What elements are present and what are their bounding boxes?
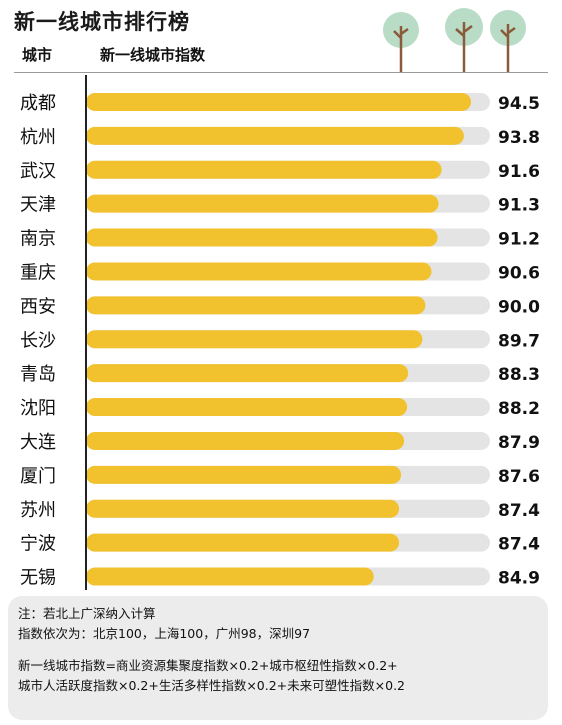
category-label: 成都 [20,93,56,114]
note-line: 注：若北上广深纳入计算 [18,606,156,621]
category-label: 西安 [20,296,56,317]
category-label: 沈阳 [20,398,56,419]
tree-icon [383,12,419,72]
value-label: 84.9 [498,569,540,589]
column-header-index: 新一线城市指数 [100,46,206,64]
page-title: 新一线城市排行榜 [14,10,190,34]
value-label: 87.4 [498,535,540,555]
bar [86,465,402,484]
value-label: 94.5 [498,94,540,114]
value-label: 87.9 [498,433,540,453]
tree-decoration [383,8,526,72]
value-label: 91.2 [498,230,540,250]
category-label: 南京 [20,229,56,250]
value-label: 93.8 [498,128,540,148]
category-label: 杭州 [20,127,56,148]
note-line: 指数依次为：北京100，上海100，广州98，深圳97 [18,626,311,641]
bar [86,262,432,281]
value-label: 90.0 [498,297,540,317]
tree-icon [445,8,483,72]
value-label: 89.7 [498,331,540,351]
formula-line: 城市人活跃度指数×0.2+生活多样性指数×0.2+未来可塑性指数×0.2 [18,678,406,693]
value-label: 88.2 [498,399,540,419]
category-label: 长沙 [20,330,56,351]
tree-icon [490,10,526,72]
category-label: 大连 [20,432,56,453]
bar [86,398,408,417]
bar [86,228,438,247]
value-label: 90.6 [498,263,540,283]
bar [86,126,464,145]
bar-chart: 成都 94.5 杭州 93.8 武汉 91.6 天津 91.3 南京 91.2 重庆 90.6 西安 90… [20,75,540,590]
category-label: 天津 [20,195,56,216]
value-label: 91.6 [498,162,540,182]
bar [86,533,400,552]
category-label: 青岛 [20,364,56,385]
value-label: 88.3 [498,365,540,385]
column-header-city: 城市 [22,46,53,64]
bar [86,364,409,383]
formula-line: 新一线城市指数=商业资源集聚度指数×0.2+城市枢纽性指数×0.2+ [18,658,398,673]
category-label: 重庆 [20,262,56,283]
value-label: 87.4 [498,501,540,521]
category-label: 宁波 [20,534,56,555]
bar [86,194,439,213]
category-label: 无锡 [20,568,56,589]
bar [86,330,423,349]
category-label: 武汉 [20,161,56,182]
bar [86,296,426,315]
notes-box: 注：若北上广深纳入计算 指数依次为：北京100，上海100，广州98，深圳97 … [8,596,548,720]
value-label: 91.3 [498,196,540,216]
header-divider [14,72,548,73]
value-label: 87.6 [498,467,540,487]
bar [86,92,471,111]
category-label: 厦门 [20,466,56,487]
bar [86,160,442,179]
bar [86,499,400,518]
bar [86,431,405,450]
category-label: 苏州 [20,500,56,521]
bar [86,567,374,586]
